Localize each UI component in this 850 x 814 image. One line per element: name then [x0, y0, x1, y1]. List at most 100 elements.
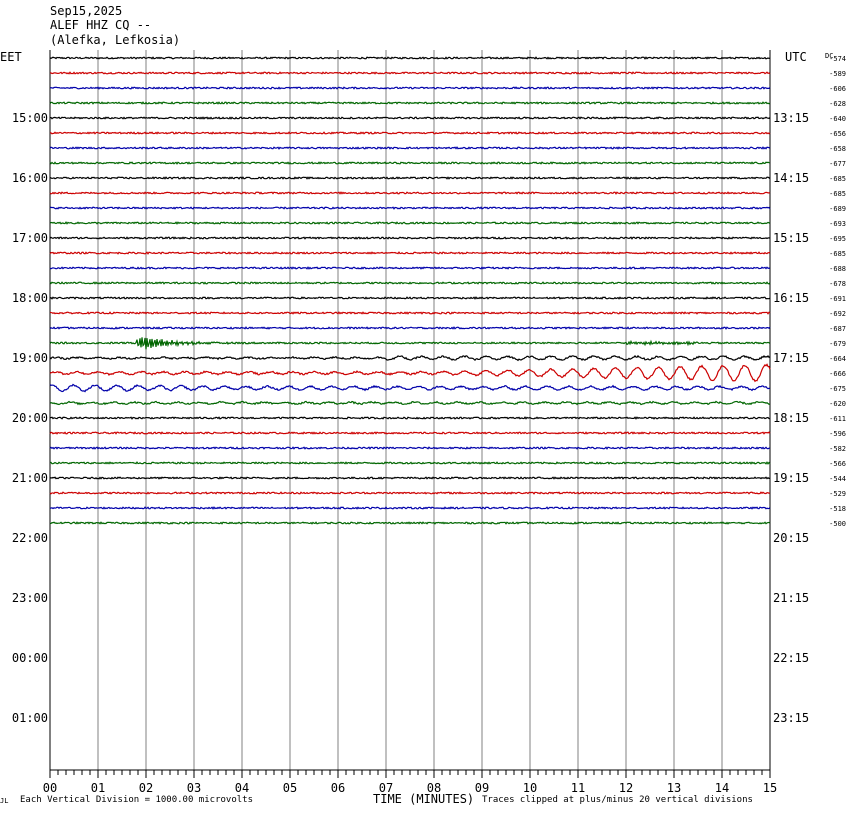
station-code: ALEF HHZ CQ -- [50, 18, 152, 32]
trace-23 [49, 383, 771, 393]
left-hour-label: 23:00 [12, 591, 48, 605]
trace-21 [49, 354, 771, 362]
x-axis-ticks: 00 01 02 03 04 05 06 07 08 09 10 11 12 13 14 15 [43, 770, 777, 795]
right-hour-label: 14:15 [773, 171, 809, 185]
right-axis-title: UTC [785, 50, 807, 64]
dc-offset-label: -544 [829, 475, 846, 483]
dc-offset-label: -611 [829, 415, 846, 423]
grid-lines [49, 50, 771, 771]
clip-note: Traces clipped at plus/minus 20 vertical… [482, 795, 753, 805]
x-tick-label: 06 [331, 781, 345, 795]
left-hour-label: 21:00 [12, 471, 48, 485]
right-hour-label: 22:15 [773, 651, 809, 665]
dc-offset-label: -685 [829, 175, 846, 183]
dc-offset-label: -566 [829, 460, 846, 468]
axis-labels: EET UTC DC 15:00 16:00 17:00 18:00 19:00 20:00 21… [0, 50, 846, 725]
x-tick-label: 03 [187, 781, 201, 795]
dc-offset-label: -628 [829, 100, 846, 108]
trace-13 [49, 236, 771, 240]
seismic-traces [49, 56, 771, 525]
trace-6 [49, 131, 771, 135]
trace-19 [49, 326, 771, 330]
dc-offset-label: -620 [829, 400, 846, 408]
right-hour-label: 15:15 [773, 231, 809, 245]
dc-offset-label: -675 [829, 385, 846, 393]
trace-17 [49, 296, 771, 300]
x-tick-label: 14 [715, 781, 729, 795]
trace-26 [49, 431, 771, 435]
trace-30 [49, 491, 771, 495]
x-tick-label: 02 [139, 781, 153, 795]
dc-offset-label: -685 [829, 190, 846, 198]
dc-label: DC [825, 52, 833, 60]
trace-10 [49, 191, 771, 195]
right-hour-label: 13:15 [773, 111, 809, 125]
left-hour-label: 01:00 [12, 711, 48, 725]
x-axis-title: TIME (MINUTES) [373, 792, 475, 806]
left-axis-title: EET [0, 50, 22, 64]
left-hour-label: 18:00 [12, 291, 48, 305]
dc-offset-label: -688 [829, 265, 846, 273]
trace-32 [49, 521, 771, 525]
dc-offset-label: -691 [829, 295, 846, 303]
right-hour-label: 21:15 [773, 591, 809, 605]
trace-31 [49, 506, 771, 510]
station-location: (Alefka, Lefkosia) [50, 33, 181, 47]
right-hour-label: 23:15 [773, 711, 809, 725]
x-tick-label: 08 [427, 781, 441, 795]
dc-offset-label: -518 [829, 505, 846, 513]
record-date: Sep15,2025 [50, 4, 123, 18]
dc-offset-label: -685 [829, 250, 846, 258]
x-tick-label: 12 [619, 781, 633, 795]
dc-offset-label: -687 [829, 325, 846, 333]
trace-18 [49, 311, 771, 315]
trace-27 [49, 446, 771, 450]
x-tick-label: 00 [43, 781, 57, 795]
trace-16 [49, 281, 771, 285]
trace-12 [49, 221, 771, 225]
trace-25 [49, 416, 771, 420]
trace-5 [49, 116, 771, 120]
x-tick-label: 15 [763, 781, 777, 795]
x-tick-label: 13 [667, 781, 681, 795]
dc-offset-label: -589 [829, 70, 846, 78]
dc-offset-label: -679 [829, 340, 846, 348]
left-hour-label: 16:00 [12, 171, 48, 185]
trace-2 [49, 71, 771, 75]
scale-note: Each Vertical Division = 1000.00 microvo… [20, 795, 253, 805]
trace-3 [49, 86, 771, 90]
trace-4 [49, 101, 771, 105]
x-tick-label: 11 [571, 781, 585, 795]
right-hour-label: 17:15 [773, 351, 809, 365]
dc-offset-label: -677 [829, 160, 846, 168]
trace-11 [49, 206, 771, 210]
left-hour-label: 19:00 [12, 351, 48, 365]
left-hour-label: 15:00 [12, 111, 48, 125]
left-hour-label: 00:00 [12, 651, 48, 665]
dc-offset-label: -596 [829, 430, 846, 438]
trace-8 [49, 161, 771, 165]
dc-offset-label: -695 [829, 235, 846, 243]
dc-offset-label: -658 [829, 145, 846, 153]
dc-offset-label: -606 [829, 85, 846, 93]
dc-offset-label: -689 [829, 205, 846, 213]
dc-offset-label: -529 [829, 490, 846, 498]
dc-offset-label: -678 [829, 280, 846, 288]
trace-1 [49, 56, 771, 60]
dc-offset-label: -656 [829, 130, 846, 138]
dc-offset-label: -666 [829, 370, 846, 378]
left-hour-label: 20:00 [12, 411, 48, 425]
x-tick-label: 05 [283, 781, 297, 795]
left-hour-label: 22:00 [12, 531, 48, 545]
x-tick-label: 04 [235, 781, 249, 795]
trace-29 [49, 476, 771, 480]
trace-22 [49, 363, 771, 383]
dc-offset-label: -574 [829, 55, 846, 63]
trace-15 [49, 266, 771, 270]
dc-offset-label: -500 [829, 520, 846, 528]
right-hour-label: 18:15 [773, 411, 809, 425]
dc-offset-label: -664 [829, 355, 846, 363]
left-hour-label: 17:00 [12, 231, 48, 245]
trace-9 [49, 176, 771, 180]
trace-24 [49, 400, 771, 406]
